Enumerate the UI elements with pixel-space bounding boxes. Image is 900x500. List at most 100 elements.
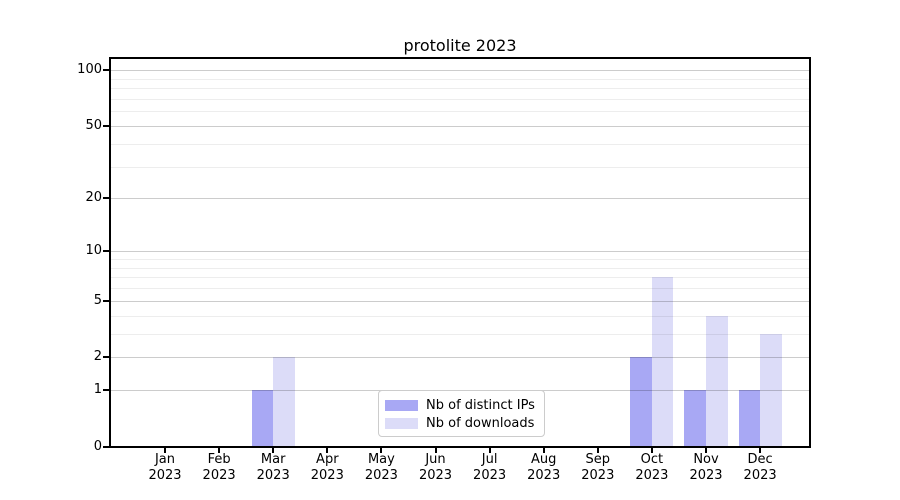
chart-title: protolite 2023	[403, 36, 517, 55]
x-tick-label: Mar 2023	[238, 452, 308, 484]
gridline-minor	[111, 315, 809, 317]
x-tick-label: Nov 2023	[671, 452, 741, 484]
x-tick-label: Feb 2023	[184, 452, 254, 484]
y-tick-mark	[103, 389, 110, 392]
x-tick-mark	[218, 448, 221, 453]
gridline-major	[111, 70, 809, 72]
gridline-minor	[111, 267, 809, 269]
x-tick-year: 2023	[581, 468, 615, 483]
x-tick-month: Dec	[747, 452, 773, 467]
y-tick-mark	[103, 69, 110, 72]
gridline-minor	[111, 111, 809, 113]
x-tick-label: May 2023	[346, 452, 416, 484]
x-tick-label: Aug 2023	[509, 452, 579, 484]
gridline-major	[111, 126, 809, 128]
y-tick-label: 5	[93, 292, 102, 308]
x-tick-label: Apr 2023	[292, 452, 362, 484]
gridline-minor	[111, 78, 809, 80]
x-tick-mark	[488, 448, 491, 453]
x-tick-year: 2023	[202, 468, 236, 483]
x-tick-month: May	[367, 452, 395, 467]
y-tick-mark	[103, 250, 110, 253]
x-tick-year: 2023	[689, 468, 723, 483]
y-tick-mark	[103, 197, 110, 200]
x-tick-month: Sep	[585, 452, 611, 467]
gridline-minor	[111, 333, 809, 335]
bar-downloads-oct	[651, 277, 674, 447]
x-tick-year: 2023	[635, 468, 669, 483]
bar-distinct-ips-dec	[738, 390, 761, 447]
x-tick-mark	[434, 448, 437, 453]
y-tick-mark	[103, 356, 110, 359]
x-tick-label: Sep 2023	[563, 452, 633, 484]
x-tick-label: Dec 2023	[725, 452, 795, 484]
x-tick-year: 2023	[148, 468, 182, 483]
gridline-minor	[111, 143, 809, 145]
x-tick-mark	[759, 448, 762, 453]
x-tick-label: Oct 2023	[617, 452, 687, 484]
y-tick-label: 50	[85, 118, 102, 134]
bar-downloads-dec	[760, 333, 782, 447]
legend-item-distinct-ips: Nb of distinct IPs	[385, 397, 535, 413]
gridline-minor	[111, 99, 809, 101]
x-tick-month: Nov	[693, 452, 719, 467]
gridline-major	[111, 251, 809, 253]
x-tick-year: 2023	[256, 468, 290, 483]
x-tick-month: Aug	[530, 452, 557, 467]
x-tick-month: Jun	[425, 452, 446, 467]
x-tick-month: Jul	[481, 452, 498, 467]
legend-swatch-downloads-icon	[385, 417, 418, 429]
x-tick-mark	[596, 448, 599, 453]
x-tick-year: 2023	[364, 468, 398, 483]
legend-label-distinct-ips: Nb of distinct IPs	[426, 397, 535, 413]
y-tick-label: 20	[85, 190, 102, 206]
gridline-minor	[111, 166, 809, 168]
x-tick-label: Jan 2023	[130, 452, 200, 484]
x-tick-mark	[650, 448, 653, 453]
bar-downloads-mar	[273, 357, 295, 447]
x-tick-label: Jul 2023	[455, 452, 525, 484]
gridline-major	[111, 198, 809, 200]
x-tick-month: Feb	[207, 452, 231, 467]
x-tick-mark	[272, 448, 275, 453]
gridline-minor	[111, 88, 809, 90]
legend: Nb of distinct IPs Nb of downloads	[378, 390, 545, 437]
bar-distinct-ips-mar	[251, 390, 274, 447]
legend-item-downloads: Nb of downloads	[385, 415, 535, 431]
x-tick-mark	[705, 448, 707, 453]
y-tick-label: 10	[85, 243, 102, 259]
gridline-minor	[111, 288, 809, 290]
x-tick-year: 2023	[473, 468, 507, 483]
bar-downloads-nov	[706, 315, 728, 447]
legend-swatch-distinct-ips-icon	[385, 399, 418, 411]
x-tick-mark	[542, 448, 545, 453]
gridline-minor	[111, 277, 809, 279]
x-tick-mark	[380, 448, 383, 453]
x-tick-year: 2023	[310, 468, 344, 483]
gridline-minor	[111, 259, 809, 261]
y-tick-mark	[103, 299, 110, 302]
x-tick-year: 2023	[418, 468, 453, 483]
gridline-major	[111, 357, 809, 359]
bar-distinct-ips-nov	[684, 390, 706, 447]
legend-label-downloads: Nb of downloads	[426, 415, 535, 431]
x-tick-month: Oct	[640, 452, 664, 467]
y-tick-label: 2	[93, 349, 102, 365]
x-tick-month: Jan	[154, 452, 176, 467]
x-tick-label: Jun 2023	[401, 452, 471, 484]
x-tick-year: 2023	[527, 468, 561, 483]
gridline-major	[111, 300, 809, 302]
y-tick-label: 1	[93, 382, 102, 398]
y-tick-mark	[103, 446, 110, 448]
x-tick-year: 2023	[743, 468, 777, 483]
y-tick-label: 0	[93, 439, 102, 454]
x-tick-mark	[326, 448, 329, 453]
x-tick-mark	[164, 448, 166, 453]
x-tick-month: Mar	[260, 452, 286, 467]
y-tick-label: 100	[77, 62, 102, 78]
bar-distinct-ips-oct	[630, 357, 652, 447]
y-tick-mark	[103, 125, 110, 128]
x-tick-month: Apr	[316, 452, 339, 467]
